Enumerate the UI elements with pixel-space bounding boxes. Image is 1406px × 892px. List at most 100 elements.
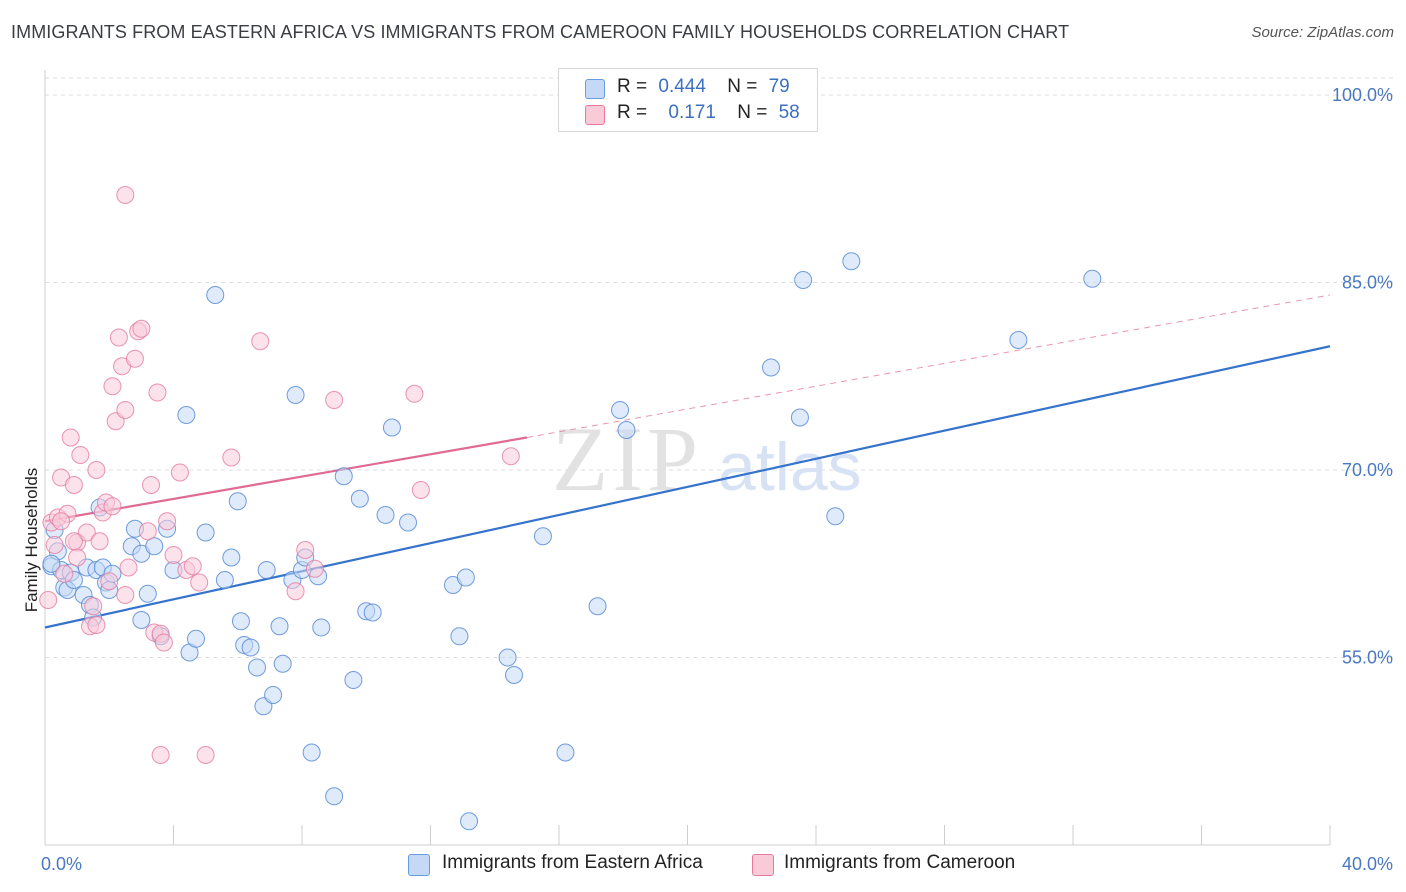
point-eastern-africa [842, 252, 861, 271]
point-cameroon [411, 481, 430, 499]
point-cameroon [68, 548, 87, 567]
point-cameroon [142, 476, 161, 494]
point-cameroon [100, 572, 119, 591]
point-eastern-africa [132, 611, 151, 629]
point-eastern-africa [762, 358, 781, 377]
legend-r-value: 0.171 [668, 102, 716, 123]
point-eastern-africa [450, 627, 469, 646]
data-points [39, 186, 1102, 831]
source-label: Source: ZipAtlas.com [1251, 24, 1394, 41]
point-eastern-africa [794, 271, 813, 289]
point-eastern-africa [790, 408, 809, 427]
point-cameroon [116, 401, 135, 419]
point-cameroon [39, 591, 58, 609]
y-tick-label: 85.0% [1342, 273, 1393, 293]
legend-r-label: R = [617, 102, 648, 123]
legend-n-label: N = [737, 102, 768, 123]
point-cameroon [222, 448, 241, 467]
trend-lines [44, 294, 1331, 629]
point-cameroon [90, 532, 109, 551]
point-eastern-africa [231, 612, 250, 631]
point-eastern-africa [556, 743, 575, 762]
point-eastern-africa [1083, 269, 1102, 288]
point-eastern-africa [325, 787, 344, 806]
point-cameroon [109, 328, 128, 347]
point-cameroon [154, 633, 173, 652]
y-tick-label: 100.0% [1332, 85, 1393, 105]
point-cameroon [103, 377, 122, 396]
point-cameroon [151, 746, 170, 764]
point-eastern-africa [138, 584, 157, 603]
point-cameroon [170, 463, 189, 482]
point-cameroon [64, 532, 83, 551]
x-tick-label-max: 40.0% [1342, 854, 1393, 874]
point-eastern-africa [344, 671, 363, 689]
watermark-atlas: atlas [718, 429, 862, 505]
point-cameroon [125, 349, 144, 368]
point-eastern-africa [42, 554, 61, 573]
point-eastern-africa [186, 629, 205, 648]
point-cameroon [501, 447, 520, 466]
point-eastern-africa [241, 638, 260, 657]
point-cameroon [132, 319, 151, 338]
watermark: ZIP atlas [552, 408, 862, 510]
chart-title: IMMIGRANTS FROM EASTERN AFRICA VS IMMIGR… [11, 22, 1070, 42]
point-eastern-africa [264, 686, 283, 704]
bottom-legend-swatch-blue [408, 854, 430, 876]
legend-r-label: R = [617, 76, 648, 97]
point-eastern-africa [350, 489, 369, 508]
point-cameroon [183, 557, 202, 576]
trend-line-cameroon-extension [526, 294, 1331, 438]
point-cameroon [84, 597, 103, 616]
point-eastern-africa [145, 537, 164, 556]
point-cameroon [55, 564, 74, 583]
point-eastern-africa [302, 743, 321, 762]
point-eastern-africa [376, 506, 395, 524]
point-eastern-africa [611, 401, 630, 419]
point-cameroon [45, 536, 64, 554]
point-eastern-africa [533, 527, 552, 546]
point-eastern-africa [222, 548, 241, 567]
point-cameroon [87, 461, 106, 479]
legend-n-value: 58 [778, 102, 800, 123]
legend-swatch-pink [585, 105, 605, 125]
point-cameroon [103, 497, 122, 516]
legend-n-value: 79 [768, 76, 790, 97]
point-cameroon [190, 573, 209, 592]
point-cameroon [138, 522, 157, 541]
point-cameroon [116, 186, 135, 204]
x-tick-label-min: 0.0% [41, 854, 82, 874]
point-eastern-africa [273, 654, 292, 673]
bottom-legend-label: Immigrants from Eastern Africa [442, 852, 703, 873]
point-cameroon [148, 383, 167, 402]
y-axis-label: Family Households [22, 468, 41, 613]
point-cameroon [87, 616, 106, 634]
legend-n-label: N = [727, 76, 758, 97]
point-cameroon [164, 546, 183, 564]
point-cameroon [196, 746, 215, 764]
point-eastern-africa [399, 513, 418, 532]
y-tick-label: 70.0% [1342, 460, 1393, 480]
point-cameroon [116, 586, 135, 604]
point-cameroon [286, 582, 305, 601]
point-cameroon [61, 428, 80, 447]
point-eastern-africa [312, 618, 331, 637]
point-cameroon [64, 476, 83, 494]
point-cameroon [325, 391, 344, 409]
point-eastern-africa [460, 812, 479, 831]
point-eastern-africa [206, 286, 225, 304]
point-eastern-africa [286, 386, 305, 404]
grid [45, 77, 1393, 658]
point-cameroon [119, 558, 138, 577]
point-cameroon [251, 332, 270, 351]
point-eastern-africa [498, 648, 517, 667]
point-eastern-africa [588, 597, 607, 616]
point-cameroon [52, 512, 71, 531]
trend-line-cameroon [44, 436, 528, 523]
stats-legend: R = 0.444 N = 79 R = 0.171 N = 58 [558, 68, 818, 132]
trend-line-eastern-africa [44, 345, 1331, 629]
point-eastern-africa [215, 571, 234, 589]
point-eastern-africa [617, 421, 636, 439]
axes [44, 70, 1331, 846]
